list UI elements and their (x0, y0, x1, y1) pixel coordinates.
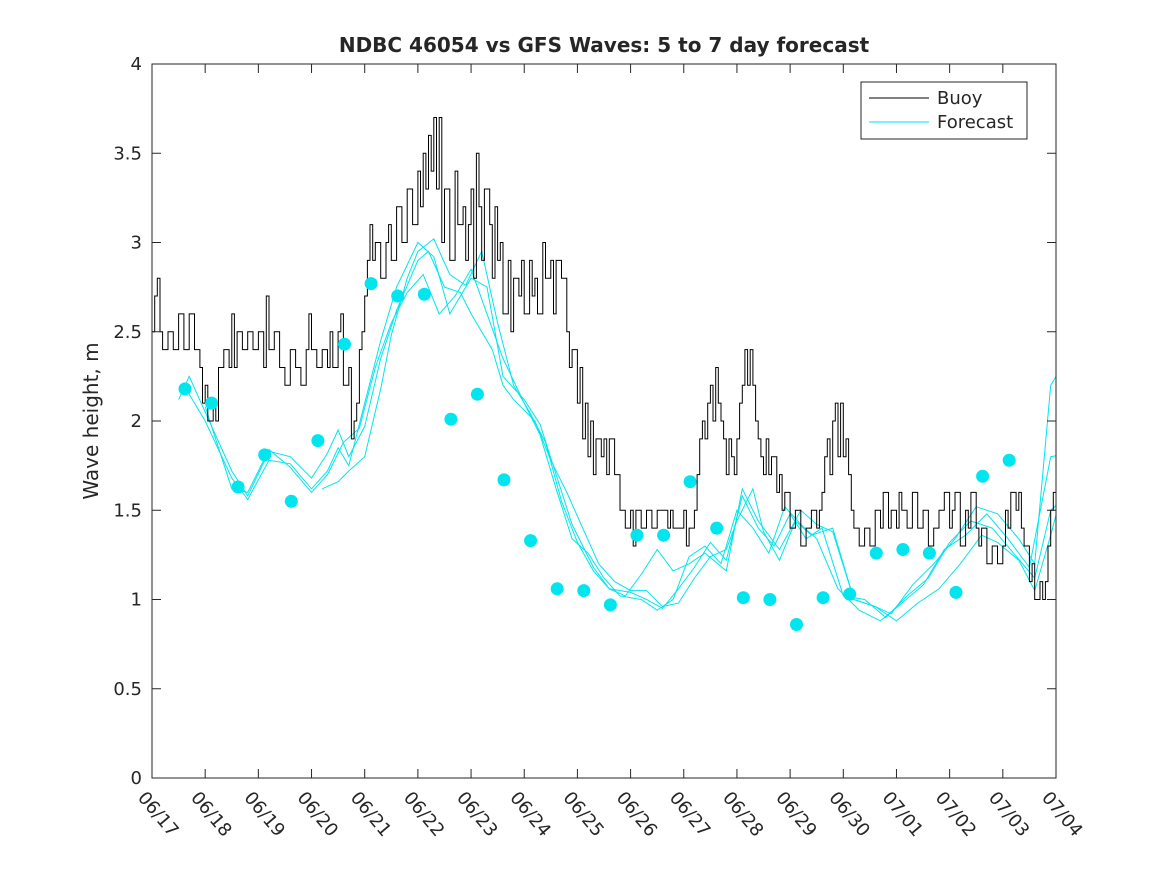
forecast-marker (311, 434, 325, 448)
forecast-marker (630, 528, 644, 542)
forecast-marker (284, 494, 298, 508)
forecast-marker (657, 528, 671, 542)
forecast-marker (790, 618, 803, 631)
forecast-marker (683, 475, 697, 489)
series-layer (152, 117, 1056, 631)
legend-forecast-label: Forecast (937, 112, 1013, 133)
y-tick-label: 3.5 (113, 143, 142, 164)
chart-title: NDBC 46054 vs GFS Waves: 5 to 7 day fore… (339, 33, 870, 57)
forecast-marker (391, 289, 405, 303)
forecast-marker (417, 287, 431, 301)
y-axis-label: Wave height, m (79, 342, 103, 499)
forecast-marker (736, 591, 750, 605)
forecast-marker (922, 546, 936, 560)
y-tick-label: 0 (131, 768, 142, 789)
y-tick-label: 1 (131, 590, 142, 611)
forecast-marker (550, 582, 564, 596)
forecast-marker (470, 387, 484, 401)
y-tick-label: 2 (131, 411, 142, 432)
forecast-marker (205, 396, 219, 410)
forecast-marker (603, 598, 617, 612)
forecast-marker (524, 534, 538, 548)
forecast-marker (869, 546, 883, 560)
forecast-marker (444, 412, 458, 426)
forecast-marker (1002, 453, 1016, 467)
forecast-run-line-2 (188, 241, 1056, 619)
forecast-marker (577, 584, 591, 598)
forecast-run-line-3 (204, 268, 1056, 622)
forecast-marker (763, 593, 777, 606)
forecast-marker (976, 469, 990, 483)
forecast-marker (497, 473, 511, 487)
buoy-series-line (152, 117, 1056, 600)
forecast-marker (710, 521, 724, 535)
forecast-run-line-1 (178, 250, 1056, 622)
forecast-marker (231, 480, 245, 494)
forecast-run-line-4 (321, 238, 1056, 615)
y-tick-label: 3 (131, 233, 142, 254)
legend: Buoy Forecast (860, 81, 1028, 140)
forecast-marker (949, 585, 963, 599)
forecast-marker (258, 448, 272, 462)
legend-box (860, 81, 1028, 140)
y-tick-label: 1.5 (113, 500, 142, 521)
y-tick-label: 2.5 (113, 322, 142, 343)
forecast-marker (843, 587, 857, 601)
forecast-marker (178, 382, 192, 396)
y-tick-label: 0.5 (113, 679, 142, 700)
y-tick-label: 4 (131, 54, 142, 75)
forecast-marker (816, 591, 830, 605)
forecast-marker (364, 277, 378, 291)
legend-buoy-label: Buoy (937, 88, 983, 109)
forecast-marker (896, 543, 910, 556)
forecast-marker (338, 337, 351, 351)
